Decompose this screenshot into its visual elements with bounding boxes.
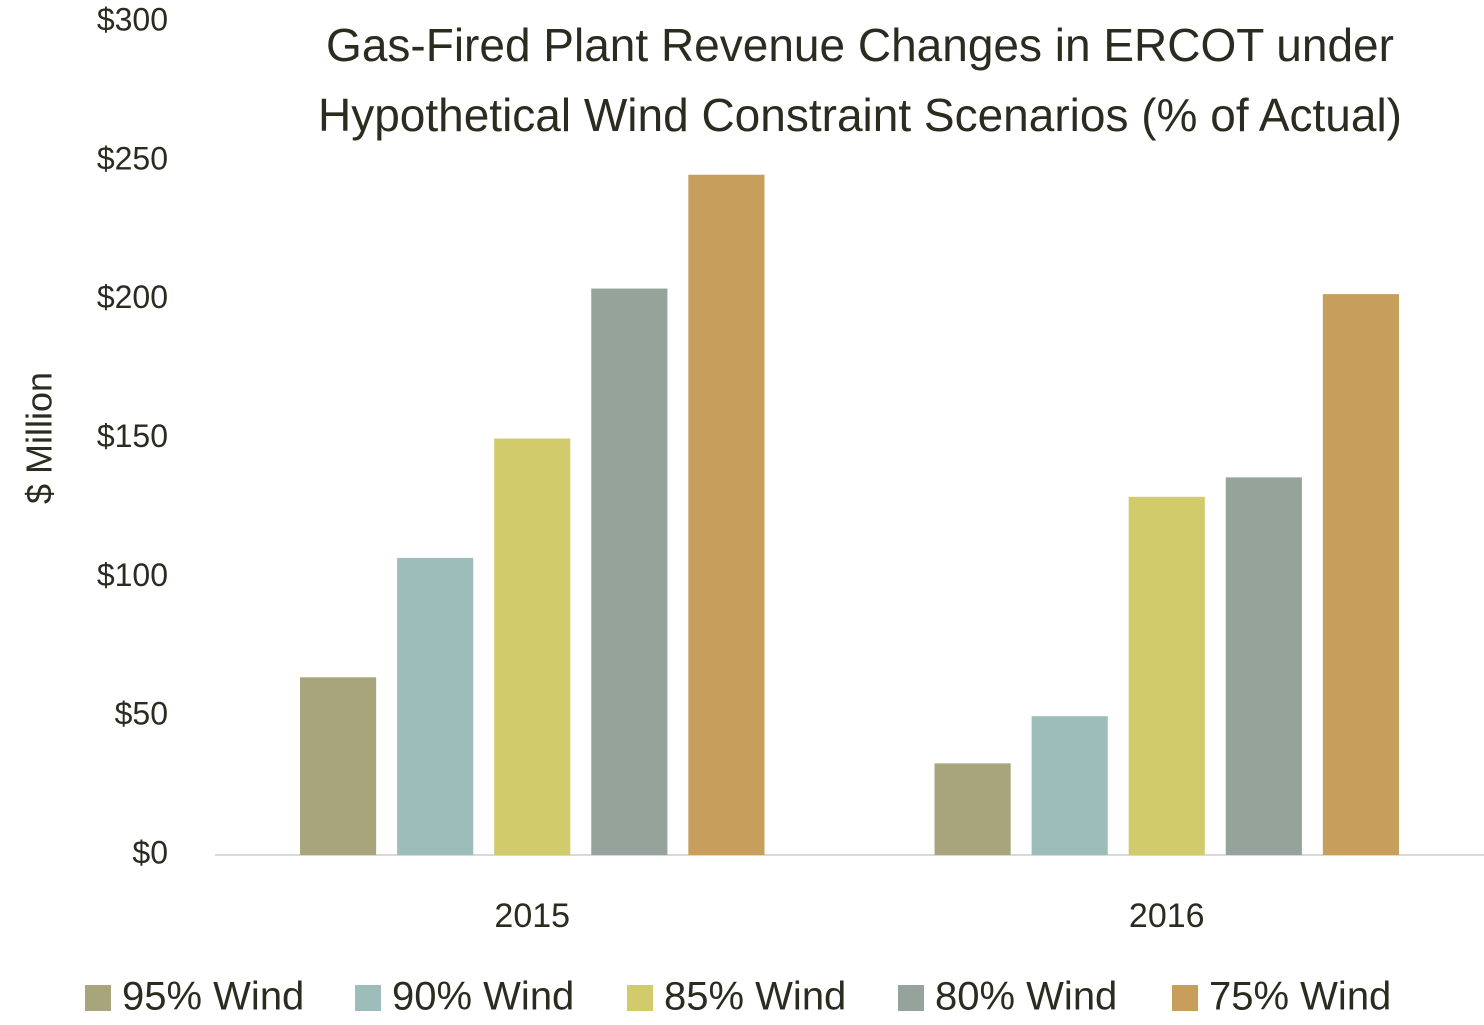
x-tick-label: 2016 xyxy=(1129,897,1205,935)
x-tick-label: 2015 xyxy=(494,897,570,935)
legend-label: 80% Wind xyxy=(935,975,1117,1019)
y-tick-label: $0 xyxy=(132,834,168,870)
legend-swatch xyxy=(355,985,381,1011)
bar xyxy=(1225,477,1302,855)
y-tick-label: $100 xyxy=(97,557,168,593)
y-tick-label: $300 xyxy=(97,1,168,37)
legend-swatch xyxy=(898,985,924,1011)
y-tick-label: $250 xyxy=(97,140,168,176)
bar xyxy=(494,438,571,855)
legend-label: 75% Wind xyxy=(1209,975,1391,1019)
bar xyxy=(688,174,765,855)
chart-title: Gas-Fired Plant Revenue Changes in ERCOT… xyxy=(317,19,1403,141)
bar xyxy=(1128,496,1205,855)
bar xyxy=(934,763,1011,855)
bar xyxy=(1322,294,1399,855)
y-tick-label: $200 xyxy=(97,279,168,315)
y-tick-label: $50 xyxy=(115,696,168,732)
legend-swatch xyxy=(627,985,653,1011)
legend-swatch xyxy=(1172,985,1198,1011)
legend-label: 90% Wind xyxy=(392,975,574,1019)
bar xyxy=(1031,716,1108,855)
y-tick-label: $150 xyxy=(97,418,168,454)
bar xyxy=(397,557,474,855)
legend-label: 85% Wind xyxy=(664,975,846,1019)
legend-swatch xyxy=(85,985,111,1011)
bar xyxy=(591,288,668,855)
bar xyxy=(300,677,377,855)
legend-label: 95% Wind xyxy=(122,975,304,1019)
y-axis-label: $ Million xyxy=(19,372,60,504)
